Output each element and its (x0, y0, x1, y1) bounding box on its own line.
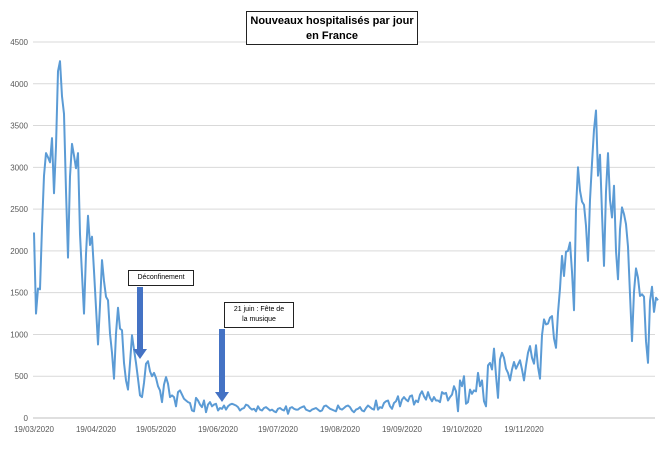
annotation-deconfinement-text: Déconfinement (137, 274, 185, 281)
annotation-fete-musique: 21 juin : Fête de la musique (224, 302, 294, 328)
chart-title: Nouveaux hospitalisés par jour en France (246, 11, 418, 45)
annotation-arrow (215, 329, 229, 402)
x-axis-ticks: 19/03/2020 19/04/2020 19/05/2020 19/06/2020… (14, 425, 544, 434)
y-tick-label: 1000 (10, 330, 28, 339)
y-tick-label: 4500 (10, 38, 28, 47)
y-tick-label: 3500 (10, 122, 28, 131)
chart-title-line-1: Nouveaux hospitalisés par jour (250, 15, 414, 27)
series-line (33, 60, 659, 415)
x-tick-label: 19/03/2020 (14, 425, 55, 434)
x-tick-label: 19/07/2020 (258, 425, 299, 434)
gridlines (33, 41, 655, 419)
y-tick-label: 0 (24, 414, 29, 423)
x-tick-label: 19/04/2020 (76, 425, 117, 434)
x-tick-label: 19/05/2020 (136, 425, 177, 434)
y-axis-ticks: 0 500 1000 1500 2000 2500 3000 3500 4000 4500 (10, 38, 28, 423)
annotation-fete-musique-line-1: 21 juin : Fête de (233, 306, 285, 313)
x-tick-label: 19/10/2020 (442, 425, 483, 434)
annotation-deconfinement: Déconfinement (128, 270, 194, 286)
y-tick-label: 1500 (10, 289, 28, 298)
annotation-arrow-shaft (219, 329, 225, 393)
chart-title-line-2: en France (306, 30, 358, 42)
x-tick-label: 19/11/2020 (504, 425, 544, 434)
y-tick-label: 2000 (10, 247, 28, 256)
x-tick-label: 19/09/2020 (382, 425, 423, 434)
annotation-fete-musique-line-2: la musique (242, 316, 276, 323)
y-tick-label: 500 (15, 372, 29, 381)
annotation-arrows (133, 287, 229, 402)
annotation-arrow-shaft (137, 287, 143, 350)
x-tick-label: 19/08/2020 (320, 425, 361, 434)
annotation-arrow (133, 287, 147, 359)
series-line-group (33, 60, 659, 415)
y-tick-label: 3000 (10, 163, 28, 172)
x-tick-label: 19/06/2020 (198, 425, 239, 434)
annotation-arrow-head (133, 349, 147, 359)
annotation-arrow-head (215, 392, 229, 402)
y-tick-label: 2500 (10, 205, 28, 214)
y-tick-label: 4000 (10, 80, 28, 89)
